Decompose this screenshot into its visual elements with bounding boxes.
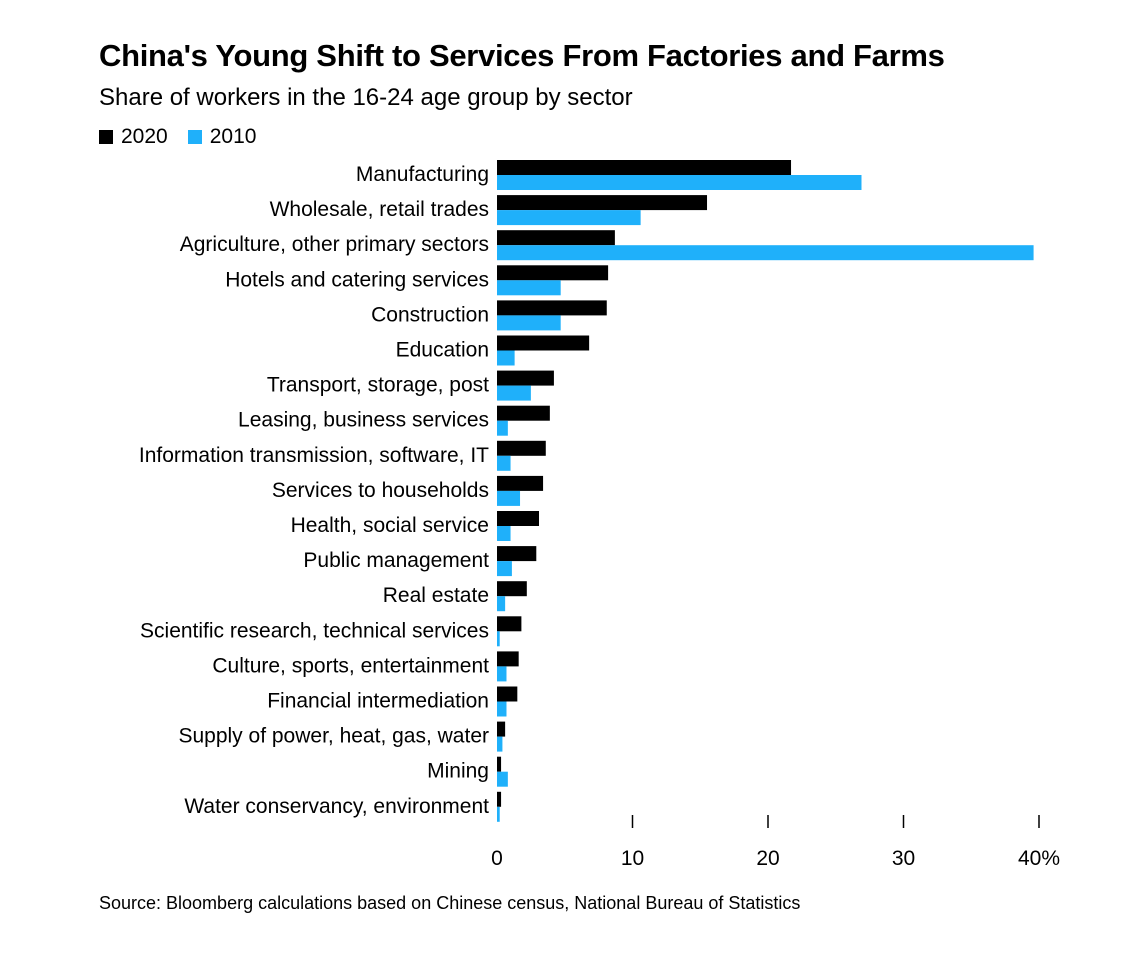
bar-2010-construction xyxy=(497,315,561,331)
chart-title: China's Young Shift to Services From Fac… xyxy=(99,38,945,73)
legend-swatch-2020 xyxy=(99,130,113,144)
bar-2020-wholesale-retail-trades xyxy=(497,195,708,211)
category-label-real-estate: Real estate xyxy=(383,584,489,607)
x-tick-label-0: 0 xyxy=(491,847,503,870)
bar-2020-water-conservancy-environment xyxy=(497,791,502,807)
category-label-hotels-and-catering-services: Hotels and catering services xyxy=(225,268,489,291)
bar-2010-wholesale-retail-trades xyxy=(497,210,641,226)
bar-2010-leasing-business-services xyxy=(497,420,508,436)
bar-2020-financial-intermediation xyxy=(497,686,518,702)
legend: 2020 2010 xyxy=(99,125,276,149)
bar-2010-culture-sports-entertainment xyxy=(497,666,507,682)
category-label-manufacturing: Manufacturing xyxy=(356,163,489,186)
chart-subtitle: Share of workers in the 16-24 age group … xyxy=(99,84,633,111)
bar-2010-water-conservancy-environment xyxy=(497,806,500,822)
bar-2010-agriculture-other-primary-sectors xyxy=(497,245,1034,261)
source-note: Source: Bloomberg calculations based on … xyxy=(99,893,801,913)
bar-2020-hotels-and-catering-services xyxy=(497,265,609,281)
category-label-agriculture-other-primary-sectors: Agriculture, other primary sectors xyxy=(180,233,489,256)
category-label-wholesale-retail-trades: Wholesale, retail trades xyxy=(270,198,489,221)
bar-2010-services-to-households xyxy=(497,490,521,506)
category-label-supply-of-power-heat-gas-water: Supply of power, heat, gas, water xyxy=(178,725,489,748)
bar-2020-services-to-households xyxy=(497,475,544,491)
bar-2020-agriculture-other-primary-sectors xyxy=(497,230,615,246)
category-label-leasing-business-services: Leasing, business services xyxy=(238,409,489,432)
x-tick-label-20: 20 xyxy=(756,847,779,870)
bar-2010-education xyxy=(497,350,515,366)
category-label-scientific-research-technical-services: Scientific research, technical services xyxy=(140,619,489,642)
bar-2010-financial-intermediation xyxy=(497,701,507,717)
bar-2010-hotels-and-catering-services xyxy=(497,280,561,296)
category-label-services-to-households: Services to households xyxy=(272,479,489,502)
bar-2020-construction xyxy=(497,300,607,316)
legend-swatch-2010 xyxy=(187,130,202,144)
bar-2010-mining xyxy=(497,771,508,787)
bar-2020-mining xyxy=(497,756,502,772)
legend-label-2020: 2020 xyxy=(121,125,168,148)
legend-label-2010: 2010 xyxy=(209,125,257,148)
category-label-mining: Mining xyxy=(427,760,489,783)
bar-2020-supply-of-power-heat-gas-water xyxy=(497,721,506,737)
bar-2010-public-management xyxy=(497,561,512,577)
bar-2010-information-transmission-software-it xyxy=(497,455,511,471)
bar-2010-real-estate xyxy=(497,596,506,612)
bar-2010-health-social-service xyxy=(497,526,511,541)
bar-2010-manufacturing xyxy=(497,175,862,190)
bar-2020-scientific-research-technical-services xyxy=(497,616,522,632)
bar-2020-leasing-business-services xyxy=(497,405,550,421)
category-label-education: Education xyxy=(396,339,489,362)
x-tick-label-30: 30 xyxy=(892,847,915,870)
bar-2020-real-estate xyxy=(497,581,527,597)
category-label-public-management: Public management xyxy=(303,549,489,572)
bar-2020-manufacturing xyxy=(497,160,792,175)
bar-2020-information-transmission-software-it xyxy=(497,440,546,456)
category-label-health-social-service: Health, social service xyxy=(291,514,489,537)
category-label-water-conservancy-environment: Water conservancy, environment xyxy=(184,795,489,818)
category-label-transport-storage-post: Transport, storage, post xyxy=(267,374,489,397)
bar-2020-education xyxy=(497,335,590,351)
category-label-information-transmission-software-it: Information transmission, software, IT xyxy=(139,444,489,467)
bar-2010-supply-of-power-heat-gas-water xyxy=(497,736,503,752)
bar-2010-transport-storage-post xyxy=(497,385,531,401)
x-tick-label-10: 10 xyxy=(621,847,644,870)
bar-2020-transport-storage-post xyxy=(497,370,554,386)
legend-item-2020: 2020 xyxy=(99,125,168,149)
category-label-financial-intermediation: Financial intermediation xyxy=(267,690,489,713)
category-label-construction: Construction xyxy=(371,303,489,326)
category-label-culture-sports-entertainment: Culture, sports, entertainment xyxy=(212,654,489,677)
bar-2020-culture-sports-entertainment xyxy=(497,651,519,667)
bar-2020-health-social-service xyxy=(497,511,540,526)
legend-item-2010: 2010 xyxy=(187,125,257,149)
bar-2010-scientific-research-technical-services xyxy=(497,631,500,647)
bar-2020-public-management xyxy=(497,546,537,562)
x-tick-label-40: 40% xyxy=(1018,847,1060,870)
